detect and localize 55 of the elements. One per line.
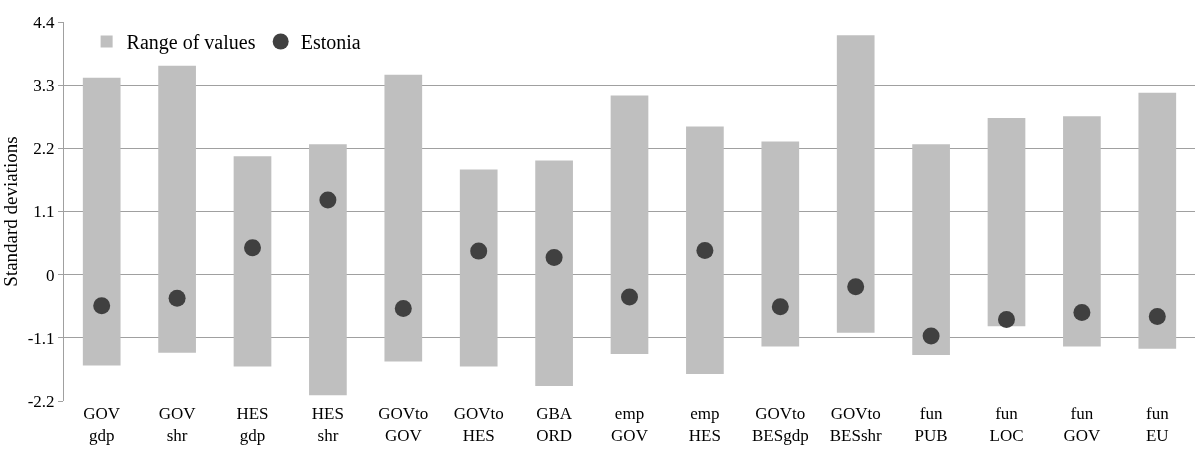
x-tick-label: emp HES bbox=[688, 404, 721, 446]
point bbox=[1148, 308, 1166, 326]
bar bbox=[158, 65, 196, 353]
x-tick-label: fun PUB bbox=[914, 404, 948, 446]
bar bbox=[233, 156, 272, 367]
point bbox=[545, 248, 563, 266]
bar bbox=[384, 74, 423, 362]
x-tick-label: GOV shr bbox=[158, 404, 197, 446]
x-tick-label: GOVto BESshr bbox=[829, 404, 883, 446]
y-tick-label: 0 bbox=[46, 265, 55, 285]
bar bbox=[686, 126, 724, 375]
point bbox=[621, 288, 638, 306]
bar bbox=[459, 169, 498, 367]
point bbox=[93, 297, 111, 315]
point bbox=[470, 242, 488, 260]
point bbox=[394, 300, 412, 318]
bar bbox=[987, 117, 1026, 327]
x-tick-label: GBA ORD bbox=[536, 404, 573, 446]
x-tick-label: GOVto BESgdp bbox=[751, 404, 809, 446]
point bbox=[168, 289, 186, 307]
point bbox=[771, 298, 789, 316]
bar bbox=[309, 144, 347, 396]
point bbox=[922, 327, 940, 345]
bar bbox=[912, 144, 950, 356]
y-tick-label: 2.2 bbox=[33, 139, 55, 159]
y-tick-label: -1.1 bbox=[27, 328, 55, 348]
y-tick-label: 3.3 bbox=[33, 76, 55, 96]
point bbox=[998, 310, 1015, 328]
point bbox=[319, 191, 337, 209]
x-tick-label: GOV gdp bbox=[83, 404, 121, 446]
x-tick-label: fun LOC bbox=[989, 404, 1024, 446]
bar bbox=[535, 160, 573, 387]
x-tick-label: GOVto GOV bbox=[378, 404, 429, 446]
bar bbox=[1063, 116, 1101, 347]
bar bbox=[82, 77, 121, 366]
legend-label: Estonia bbox=[300, 31, 361, 54]
bar bbox=[761, 141, 800, 347]
y-tick-label: 1.1 bbox=[33, 202, 55, 222]
x-tick-label: HES gdp bbox=[236, 404, 269, 446]
y-axis-title: Standard deviations bbox=[0, 136, 21, 287]
y-tick-label: -2.2 bbox=[27, 391, 55, 411]
bar bbox=[610, 95, 649, 354]
y-tick-label: 4.4 bbox=[33, 12, 56, 32]
point bbox=[244, 239, 261, 257]
legend-label: Range of values bbox=[126, 31, 256, 55]
point bbox=[696, 242, 714, 260]
bar bbox=[1138, 92, 1177, 349]
x-tick-label: GOVto HES bbox=[453, 404, 504, 446]
x-tick-label: fun EU bbox=[1145, 404, 1170, 446]
x-tick-label: fun GOV bbox=[1063, 404, 1102, 446]
bar bbox=[836, 35, 875, 333]
x-tick-label: HES shr bbox=[311, 404, 344, 446]
point bbox=[1073, 304, 1091, 322]
x-tick-label: emp GOV bbox=[611, 404, 649, 446]
point bbox=[847, 278, 865, 296]
